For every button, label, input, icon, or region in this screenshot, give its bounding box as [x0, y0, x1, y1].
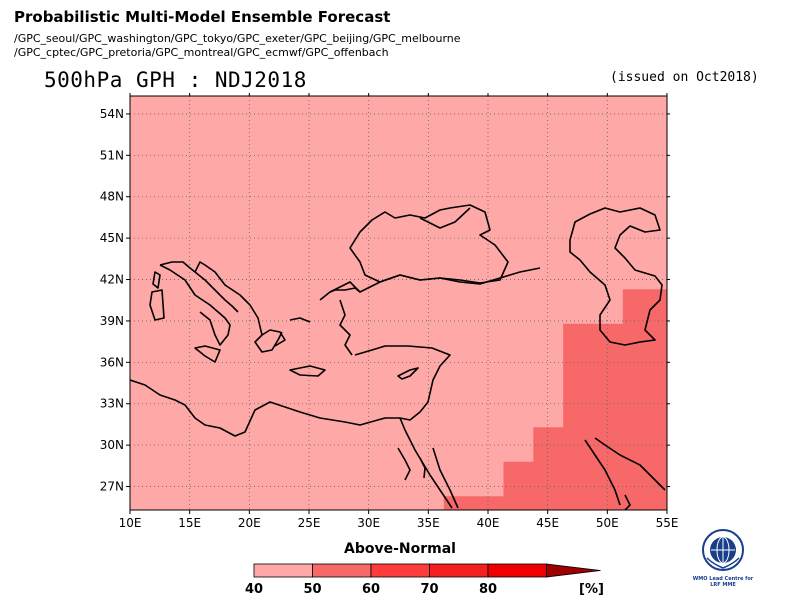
probability-fill — [130, 96, 667, 510]
lat-tick-label: 30N — [100, 438, 124, 452]
colorbar: 40 50 60 70 80 [%] — [245, 563, 604, 597]
colorbar-tick-label: 80 — [479, 582, 497, 597]
gpc-centers-line1: /GPC_seoul/GPC_washington/GPC_tokyo/GPC_… — [14, 32, 461, 45]
lon-tick-label: 30E — [357, 516, 380, 530]
lon-tick-label: 55E — [656, 516, 679, 530]
map-axes: 10E 15E 20E 25E 30E 35E 40E 45E 50E 55E 27N 30N 33N 3… — [100, 93, 679, 530]
lat-tick-label: 27N — [100, 480, 124, 494]
colorbar-segment — [253, 563, 313, 578]
lat-tick-label: 51N — [100, 148, 124, 162]
lat-tick-label: 54N — [100, 107, 124, 121]
lon-tick-label: 45E — [536, 516, 559, 530]
lon-tick-label: 35E — [417, 516, 440, 530]
lon-tick-label: 15E — [178, 516, 201, 530]
colorbar-label: Above-Normal — [344, 541, 456, 557]
lat-tick-label: 39N — [100, 314, 124, 328]
probability-region — [443, 289, 667, 510]
lat-tick-label: 42N — [100, 273, 124, 287]
gpc-centers-line2: /GPC_cptec/GPC_pretoria/GPC_montreal/GPC… — [14, 46, 389, 59]
lon-tick-label: 40E — [477, 516, 500, 530]
lon-tick-label: 20E — [238, 516, 261, 530]
colorbar-segment — [370, 563, 430, 578]
lat-tick-label: 45N — [100, 231, 124, 245]
colorbar-tick-label: 40 — [245, 582, 263, 597]
issued-date: (issued on Oct2018) — [610, 70, 759, 85]
lat-tick-label: 36N — [100, 355, 124, 369]
wmo-logo-line1: WMO Lead Centre for — [692, 576, 754, 582]
lat-lon-grid — [130, 96, 667, 510]
colorbar-arrow — [546, 563, 601, 578]
lat-tick-label: 48N — [100, 190, 124, 204]
lon-tick-label: 50E — [596, 516, 619, 530]
map-frame — [129, 95, 668, 511]
lat-tick-label: 33N — [100, 397, 124, 411]
lon-tick-label: 25E — [298, 516, 321, 530]
colorbar-unit: [%] — [579, 582, 604, 597]
map-title: 500hPa GPH : NDJ2018 — [44, 68, 307, 92]
lon-tick-label: 10E — [119, 516, 142, 530]
header-title: Probabilistic Multi-Model Ensemble Forec… — [14, 8, 391, 26]
coastlines — [129, 204, 666, 511]
colorbar-segment — [312, 563, 372, 578]
colorbar-tick-label: 60 — [362, 582, 380, 597]
colorbar-tick-label: 50 — [303, 582, 321, 597]
colorbar-tick-label: 70 — [420, 582, 438, 597]
colorbar-segment — [487, 563, 547, 578]
wmo-logo: WMO Lead Centre for LRF MME — [688, 528, 758, 588]
wmo-logo-line2: LRF MME — [710, 582, 736, 588]
colorbar-segment — [429, 563, 489, 578]
wmo-logo-icon — [702, 529, 744, 571]
